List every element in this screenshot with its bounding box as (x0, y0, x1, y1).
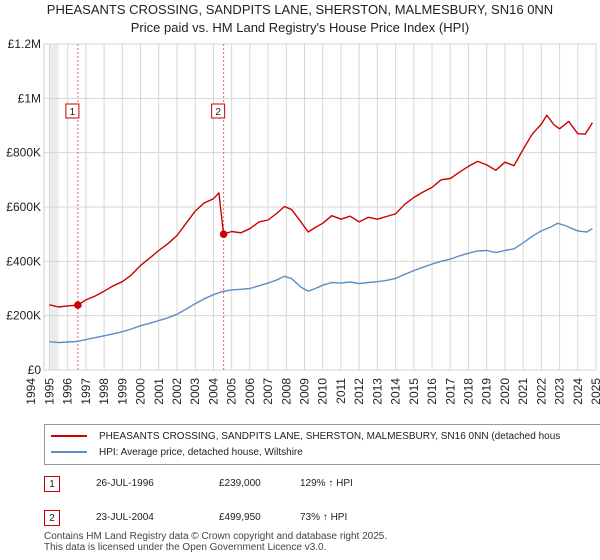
x-tick-label: 1998 (97, 378, 111, 405)
sale-point (74, 301, 82, 309)
x-tick-label: 2022 (534, 378, 548, 405)
y-tick-label: £400K (6, 254, 41, 268)
legend-item-property: PHEASANTS CROSSING, SANDPITS LANE, SHERS… (51, 431, 560, 442)
sale-label-box (65, 103, 80, 119)
y-tick-label: £1.2M (8, 37, 41, 51)
x-tick-label: 2006 (243, 378, 257, 405)
x-tick-label: 2012 (352, 378, 366, 405)
sale-date: 23-JUL-2004 (96, 512, 154, 523)
y-tick-label: £600K (6, 200, 41, 214)
legend-swatch-hpi (51, 451, 87, 454)
y-tick-label: £800K (6, 146, 41, 160)
x-tick-label: 2009 (298, 378, 312, 405)
legend: PHEASANTS CROSSING, SANDPITS LANE, SHERS… (44, 424, 600, 465)
legend-label-hpi: HPI: Average price, detached house, Wilt… (99, 447, 303, 458)
footer-license: This data is licensed under the Open Gov… (44, 542, 327, 553)
x-tick-label: 2023 (553, 378, 567, 405)
x-tick-label: 1997 (79, 378, 93, 405)
x-tick-label: 2010 (316, 378, 330, 405)
sale-hpi-change: 129% ↑ HPI (300, 478, 353, 489)
x-tick-label: 2025 (589, 378, 600, 405)
x-tick-label: 2019 (480, 378, 494, 405)
x-tick-label: 1995 (42, 378, 56, 405)
x-tick-label: 2005 (225, 378, 239, 405)
x-tick-label: 2007 (261, 378, 275, 405)
sale-hpi-change: 73% ↑ HPI (300, 512, 348, 523)
price-chart: 1 2 £0 £200K £400K £600K £800K £1M £1.2M 1994 19… (6, 37, 600, 405)
chart-subtitle: Price paid vs. HM Land Registry's House … (130, 20, 470, 35)
x-tick-label: 2015 (407, 378, 421, 405)
x-tick-label: 2002 (170, 378, 184, 405)
y-tick-label: £1M (18, 91, 41, 105)
x-tick-label: 2017 (443, 378, 457, 405)
x-tick-label: 2018 (461, 378, 475, 405)
y-tick-label: £0 (28, 363, 42, 377)
legend-swatch-property (51, 435, 87, 438)
sale-number-badge: 1 (44, 476, 60, 492)
footer-copyright: Contains HM Land Registry data © Crown c… (44, 531, 388, 542)
x-tick-label: 2020 (498, 378, 512, 405)
legend-item-hpi: HPI: Average price, detached house, Wilt… (51, 447, 303, 458)
x-tick-label: 2001 (152, 378, 166, 405)
x-tick-label: 2021 (516, 378, 530, 405)
sale-point (219, 230, 228, 238)
sale-date: 26-JUL-1996 (96, 478, 154, 489)
sale-price: £239,000 (219, 478, 261, 489)
x-tick-label: 2024 (571, 378, 585, 405)
property-price-line (49, 114, 593, 308)
sale-label-number: 2 (215, 107, 221, 118)
x-tick-label: 2003 (188, 378, 202, 405)
legend-label-property: PHEASANTS CROSSING, SANDPITS LANE, SHERS… (99, 431, 561, 442)
sale-number-badge: 2 (44, 510, 60, 526)
sale-price: £499,950 (219, 512, 261, 523)
x-tick-label: 2011 (334, 378, 348, 404)
x-tick-label: 1996 (61, 378, 75, 405)
x-tick-label: 2014 (389, 378, 403, 405)
y-tick-label: £200K (6, 309, 41, 323)
x-tick-label: 2016 (425, 378, 439, 405)
hpi-line (49, 222, 593, 344)
x-tick-label: 2000 (134, 378, 148, 405)
footer: Contains HM Land Registry data © Crown c… (44, 531, 387, 553)
x-tick-label: 1999 (115, 378, 129, 405)
chart-title: PHEASANTS CROSSING, SANDPITS LANE, SHERS… (46, 2, 554, 17)
x-tick-label: 2008 (279, 378, 293, 405)
sale-label-box (211, 103, 226, 119)
sale-label-number: 1 (70, 107, 76, 118)
x-tick-label: 2013 (370, 378, 384, 405)
x-tick-label: 1994 (24, 378, 38, 405)
x-tick-label: 2004 (206, 378, 220, 405)
